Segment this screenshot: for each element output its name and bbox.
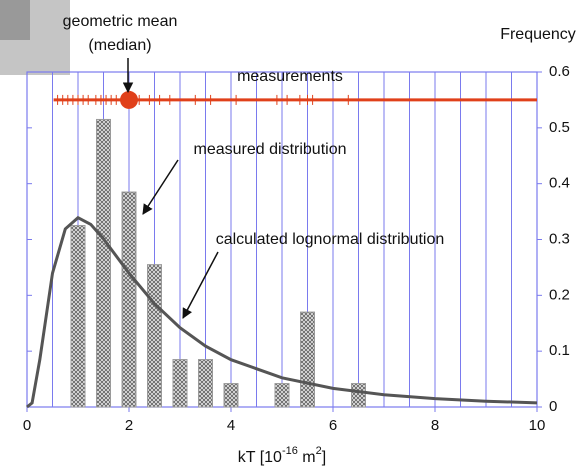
arrow bbox=[182, 251, 219, 319]
bar bbox=[274, 383, 290, 408]
y-tick-label: 0.6 bbox=[549, 63, 570, 80]
x-axis-title-part: m bbox=[298, 449, 316, 466]
x-tick-label: 4 bbox=[227, 417, 235, 434]
geometric-mean-dot bbox=[120, 90, 138, 109]
annotation: measurements bbox=[237, 68, 343, 85]
annotation: geometric mean bbox=[63, 13, 178, 30]
bar bbox=[96, 118, 111, 408]
x-axis-title-part: ] bbox=[322, 449, 326, 466]
bar bbox=[121, 191, 137, 408]
annotation: (median) bbox=[88, 37, 151, 54]
y-tick-label: 0.2 bbox=[549, 286, 570, 303]
lognormal-curve bbox=[26, 215, 538, 409]
bar bbox=[300, 311, 315, 408]
bar bbox=[147, 264, 162, 408]
arrow bbox=[142, 159, 179, 215]
y-axis-title: Frequency bbox=[500, 26, 576, 43]
x-tick-label: 10 bbox=[529, 417, 546, 434]
y-tick-label: 0 bbox=[549, 398, 557, 415]
y-tick-label: 0.3 bbox=[549, 230, 570, 247]
annotation: calculated lognormal distribution bbox=[216, 231, 445, 248]
bar bbox=[70, 225, 86, 408]
x-tick-label: 2 bbox=[125, 417, 133, 434]
x-tick-label: 8 bbox=[431, 417, 439, 434]
photo-background bbox=[0, 0, 30, 40]
x-axis-title-part: -16 bbox=[282, 445, 298, 457]
y-tick-label: 0.1 bbox=[549, 342, 570, 359]
y-tick-label: 0.4 bbox=[549, 175, 570, 192]
x-axis-title-part: 2 bbox=[316, 445, 322, 457]
x-tick-label: 6 bbox=[329, 417, 337, 434]
bar bbox=[223, 383, 239, 408]
x-axis-title: kT [10-16 m2] bbox=[238, 445, 326, 466]
annotation: measured distribution bbox=[194, 141, 347, 158]
bar bbox=[198, 359, 213, 408]
bar bbox=[351, 383, 366, 408]
bar bbox=[172, 359, 188, 408]
y-tick-label: 0.5 bbox=[549, 119, 570, 136]
x-axis-title-part: kT [10 bbox=[238, 449, 282, 466]
x-tick-label: 0 bbox=[23, 417, 31, 434]
